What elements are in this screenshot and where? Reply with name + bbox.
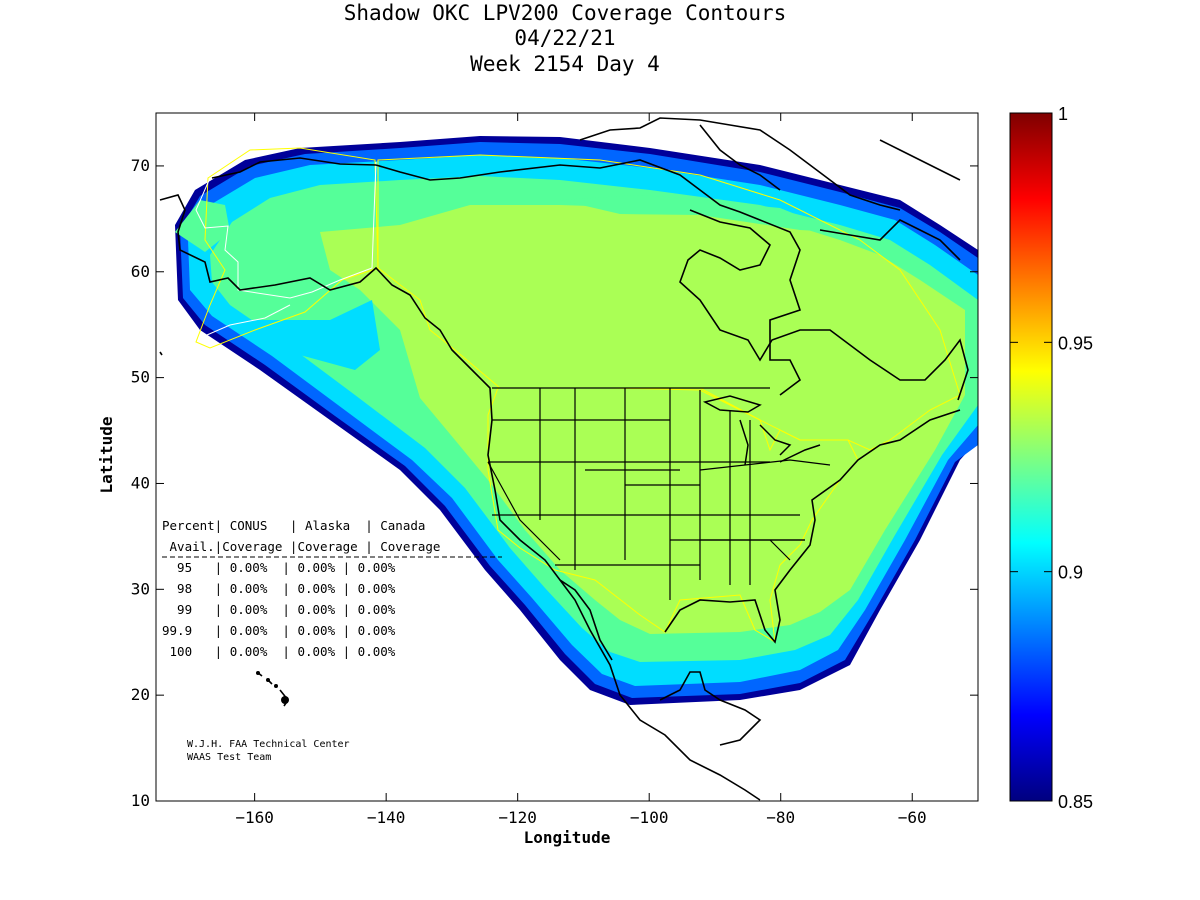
y-tick-label: 30 — [131, 579, 150, 598]
y-tick-label: 40 — [131, 473, 150, 492]
y-axis-ticks: 10 20 30 40 50 60 70 — [131, 156, 978, 810]
alaska-region-outline — [195, 147, 379, 349]
alaska-white-outline — [195, 161, 377, 339]
x-axis-label: Longitude — [524, 828, 611, 847]
coverage-band-cyan-patch — [250, 300, 380, 370]
colorbar-tick-label: 0.95 — [1058, 333, 1093, 353]
great-lakes — [702, 395, 821, 466]
conus-region-outline — [487, 387, 859, 643]
x-tick-label: −100 — [630, 808, 669, 827]
table-row: 98 | 0.00% | 0.00% | 0.00% — [162, 581, 396, 596]
table-header-2: Avail.|Coverage |Coverage | Coverage — [162, 539, 440, 554]
x-tick-label: −160 — [235, 808, 274, 827]
map-area — [156, 113, 978, 801]
table-row: 100 | 0.00% | 0.00% | 0.00% — [162, 644, 396, 659]
credit-line-1: W.J.H. FAA Technical Center — [187, 739, 350, 750]
x-tick-label: −60 — [898, 808, 927, 827]
x-tick-label: −80 — [766, 808, 795, 827]
y-tick-label: 70 — [131, 156, 150, 175]
y-axis-label: Latitude — [97, 416, 116, 493]
table-row: 99.9 | 0.00% | 0.00% | 0.00% — [162, 623, 396, 638]
credit-line-2: WAAS Test Team — [187, 752, 271, 763]
title-line-1: Shadow OKC LPV200 Coverage Contours — [344, 1, 787, 25]
hawaii-islands — [256, 671, 289, 704]
colorbar-tick-label: 0.9 — [1058, 563, 1083, 583]
y-tick-label: 10 — [131, 791, 150, 810]
title-line-3: Week 2154 Day 4 — [470, 52, 660, 76]
x-axis-ticks: −160 −140 −120 −100 −80 −60 — [235, 113, 927, 827]
x-tick-label: −120 — [498, 808, 537, 827]
y-tick-label: 20 — [131, 685, 150, 704]
table-row: 95 | 0.00% | 0.00% | 0.00% — [162, 560, 396, 575]
state-borders — [487, 387, 831, 600]
coastlines — [159, 117, 969, 801]
plot-frame — [155, 112, 979, 802]
colorbar-ticks: 1 0.95 0.9 0.85 — [1010, 104, 1093, 812]
y-tick-label: 60 — [131, 262, 150, 281]
colorbar — [1009, 112, 1053, 802]
x-tick-label: −140 — [367, 808, 406, 827]
table-row: 99 | 0.00% | 0.00% | 0.00% — [162, 602, 396, 617]
title-line-2: 04/22/21 — [514, 26, 615, 50]
colorbar-tick-label: 0.85 — [1058, 792, 1093, 812]
coverage-band-inner-west — [175, 200, 230, 252]
table-header-1: Percent| CONUS | Alaska | Canada — [162, 518, 425, 533]
colorbar-tick-label: 1 — [1058, 104, 1068, 124]
y-tick-label: 50 — [131, 368, 150, 387]
coverage-table: Percent| CONUS | Alaska | Canada Avail.|… — [162, 518, 502, 659]
